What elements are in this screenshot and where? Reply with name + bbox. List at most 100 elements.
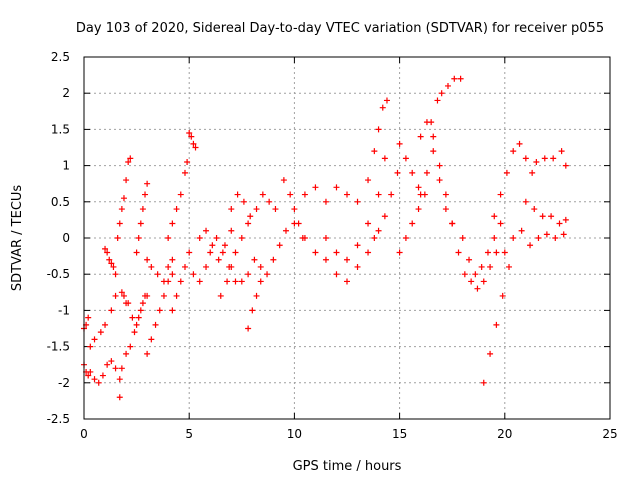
data-point — [215, 256, 222, 263]
y-tick-label: -1 — [58, 303, 70, 317]
data-point — [472, 271, 479, 278]
series-arc-1 — [81, 358, 123, 386]
data-point — [552, 235, 559, 241]
data-point — [365, 220, 372, 227]
data-point — [266, 198, 273, 205]
data-point — [558, 148, 565, 155]
data-point — [87, 368, 94, 375]
data-point — [165, 263, 172, 270]
data-point — [112, 292, 119, 299]
series-arc-19 — [280, 177, 306, 241]
data-point — [152, 321, 159, 328]
data-point — [125, 300, 132, 307]
data-point — [118, 365, 125, 372]
series-arc-3 — [102, 245, 119, 278]
data-point — [245, 220, 252, 227]
data-point — [381, 213, 388, 220]
data-point — [240, 198, 247, 205]
data-point — [177, 191, 184, 198]
data-point — [253, 292, 260, 299]
data-point — [120, 292, 127, 299]
data-point — [543, 231, 550, 238]
data-point — [493, 249, 500, 256]
data-point — [466, 256, 473, 263]
data-point — [491, 213, 498, 220]
plot-frame — [83, 56, 611, 420]
series-arc-16 — [228, 191, 279, 220]
data-point — [196, 278, 203, 285]
data-point — [322, 198, 329, 205]
x-tick-label: 25 — [602, 427, 617, 441]
data-point — [402, 235, 409, 241]
data-point — [186, 130, 193, 137]
data-point — [301, 191, 308, 198]
data-point — [461, 271, 468, 278]
series-arc-9 — [144, 256, 176, 285]
data-point — [104, 249, 111, 256]
y-tick-label: -1.5 — [47, 340, 70, 354]
data-point — [430, 133, 437, 140]
data-point — [190, 140, 197, 147]
data-point — [354, 263, 361, 270]
data-point — [383, 97, 390, 104]
data-point — [118, 289, 125, 296]
series-arc-28 — [428, 75, 464, 126]
data-point — [245, 325, 252, 332]
data-point — [375, 126, 382, 133]
data-point — [333, 249, 340, 256]
data-point — [228, 227, 235, 234]
series-arc-17 — [238, 227, 289, 285]
data-point — [291, 220, 298, 227]
data-point — [455, 249, 462, 256]
data-point — [219, 249, 226, 256]
chart-grid — [84, 57, 610, 419]
data-point — [282, 227, 289, 234]
data-point — [415, 206, 422, 213]
data-point — [99, 372, 106, 379]
data-point — [160, 292, 167, 299]
x-tick-labels: 0 5 10 15 20 25 — [80, 427, 617, 441]
series-arc-14 — [196, 227, 235, 263]
data-point — [207, 249, 214, 256]
data-point — [169, 256, 176, 263]
data-point — [116, 394, 123, 401]
data-point — [186, 249, 193, 256]
series-arc-10 — [165, 158, 191, 241]
data-point — [123, 350, 130, 357]
data-point — [221, 242, 228, 249]
data-point — [110, 263, 117, 270]
data-point — [129, 314, 136, 321]
data-point — [133, 249, 140, 256]
data-point — [417, 133, 424, 140]
data-point — [487, 350, 494, 357]
data-point — [133, 321, 140, 328]
data-point — [436, 177, 443, 184]
data-point — [428, 119, 435, 126]
data-point — [459, 235, 466, 241]
data-point — [127, 343, 134, 350]
data-point — [388, 191, 395, 198]
data-point — [457, 75, 464, 82]
data-point — [503, 169, 510, 176]
data-point — [276, 242, 283, 249]
data-point — [371, 235, 378, 241]
data-point — [344, 278, 350, 285]
y-tick-label: 1.5 — [51, 122, 70, 136]
series-arc-11 — [169, 249, 193, 314]
data-point — [181, 169, 188, 176]
data-point — [562, 216, 569, 223]
data-point — [228, 263, 235, 270]
data-point — [451, 75, 458, 82]
data-point — [106, 256, 113, 263]
data-point — [322, 235, 329, 241]
data-point — [108, 307, 115, 314]
series-arc-24 — [371, 169, 401, 241]
data-point — [112, 365, 119, 372]
data-point — [379, 104, 386, 111]
data-point — [135, 235, 142, 241]
data-point — [245, 271, 252, 278]
data-point — [272, 206, 279, 213]
data-point — [247, 213, 254, 220]
data-point — [539, 213, 546, 220]
